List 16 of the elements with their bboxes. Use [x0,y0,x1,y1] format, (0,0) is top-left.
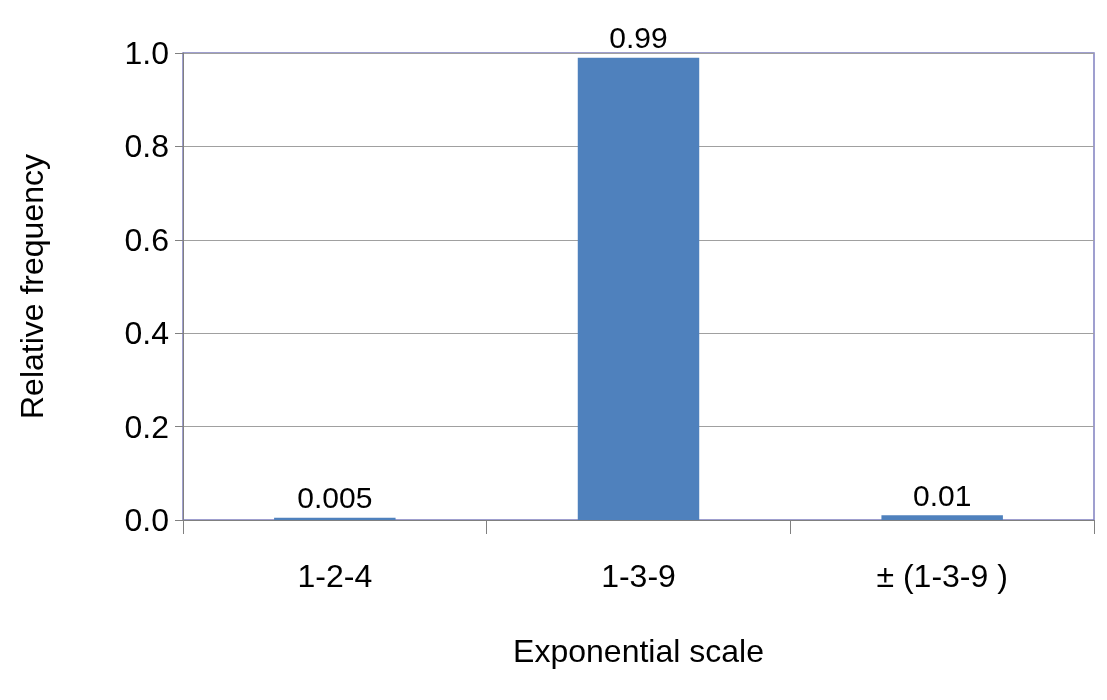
y-tick-label: 0.2 [124,408,169,445]
data-label: 0.99 [609,21,668,55]
y-tick-label: 1.0 [124,35,169,71]
y-tick-label: 0.6 [124,221,169,258]
x-tick-label: 1-3-9 [601,558,676,594]
y-tick-label: 0.0 [124,502,169,538]
x-tick-label: ± (1-3-9 ) [876,558,1008,594]
x-tick-label: 1-2-4 [297,558,373,594]
bar [881,515,1003,520]
y-tick-label: 0.4 [124,315,169,352]
y-axis-title: Relative frequency [14,153,50,420]
y-tick-label: 0.8 [124,128,169,165]
data-label: 0.005 [297,481,373,515]
bar [577,57,700,520]
data-label: 0.01 [912,478,972,512]
x-axis-title: Exponential scale [513,633,764,669]
